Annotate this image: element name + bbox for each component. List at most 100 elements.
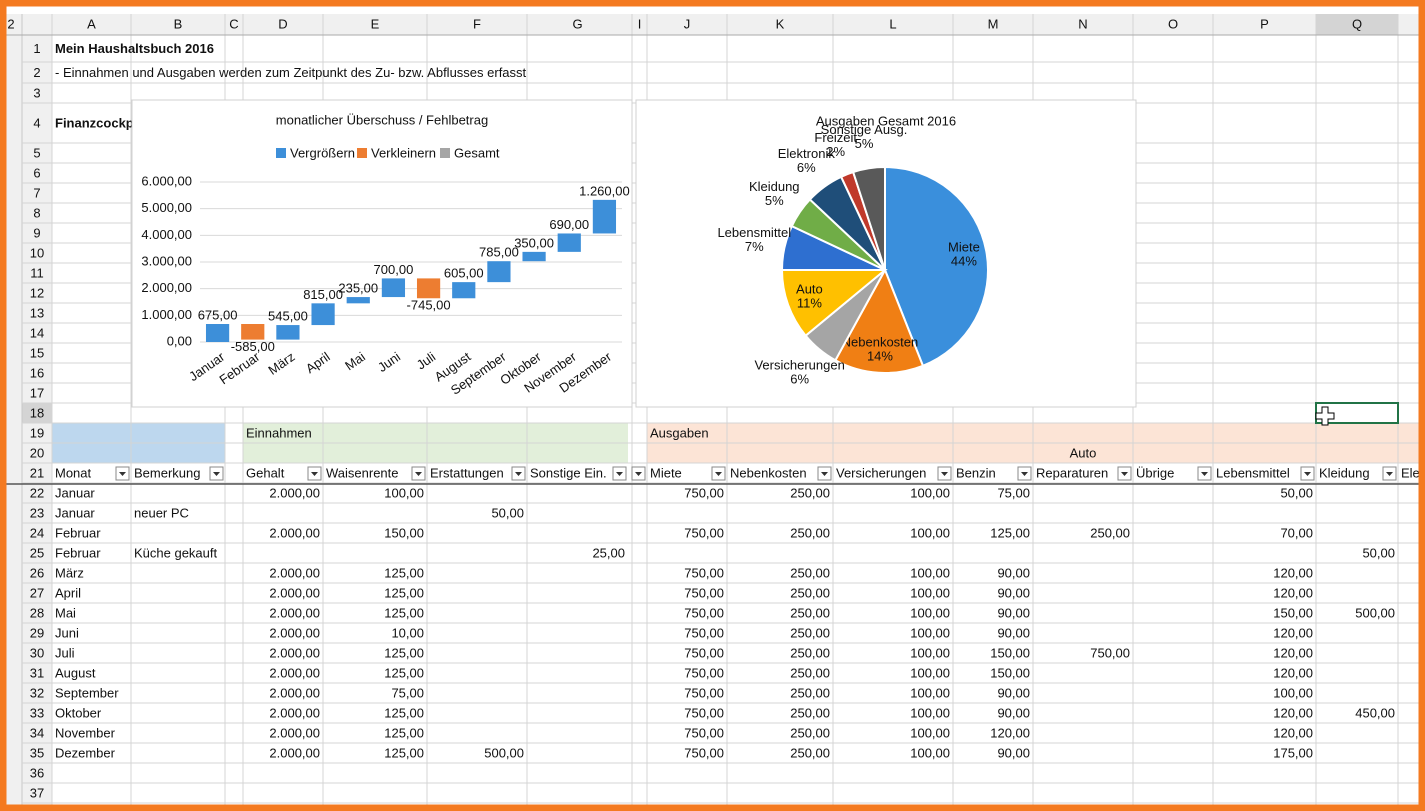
cell-text: Oktober [55,705,102,720]
cell-text: 120,00 [1273,705,1313,720]
chart-title: Ausgaben Gesamt 2016 [816,113,956,128]
cell-text: 100,00 [910,525,950,540]
cell-text: 50,00 [1280,485,1313,500]
cell-text: 2.000,00 [269,485,320,500]
pie-label: Kleidung [749,179,800,194]
row-number: 33 [30,705,44,720]
cell-text: Januar [55,505,95,520]
cell-text: Waisenrente [326,465,399,480]
cell-text: 120,00 [1273,565,1313,580]
row-number: 10 [30,245,44,260]
cell-text: 2.000,00 [269,525,320,540]
filter-arrow [1386,472,1393,476]
pie-value-label: 5% [855,136,874,151]
cell-text: 125,00 [990,525,1030,540]
column-letter: P [1260,16,1269,31]
bar [276,325,300,340]
pie-value-label: 14% [867,349,893,364]
cell-text: 750,00 [684,605,724,620]
cell-text: Sonstige Ein. [530,465,607,480]
y-tick-label: 3.000,00 [141,253,192,268]
y-tick-label: 6.000,00 [141,173,192,188]
cell-text: 70,00 [1280,525,1313,540]
cell-text: 250,00 [790,565,830,580]
cell-text: Dezember [55,745,116,760]
cell-text: 120,00 [1273,625,1313,640]
cell-text: 100,00 [910,645,950,660]
cell-text: 125,00 [384,585,424,600]
row-number: 28 [30,605,44,620]
bar [522,251,546,262]
column-letter: B [174,16,183,31]
row-number: 16 [30,365,44,380]
cell-text: 250,00 [790,525,830,540]
row-number: 27 [30,585,44,600]
row-number: 31 [30,665,44,680]
cell-text: 125,00 [384,645,424,660]
legend-swatch [357,148,367,158]
cell-text: Auto [1070,445,1097,460]
cell-text: 90,00 [997,605,1030,620]
pie-label: Lebensmittel [717,225,791,240]
data-label: 815,00 [303,287,343,302]
cell-text: 150,00 [990,665,1030,680]
pie-label: Miete [948,239,980,254]
cell-text: 120,00 [1273,645,1313,660]
cell-text: 50,00 [491,505,524,520]
row-number: 13 [30,305,44,320]
column-letter: A [87,16,96,31]
cell-text: 750,00 [684,705,724,720]
y-tick-label: 5.000,00 [141,200,192,215]
pie-value-label: 11% [797,296,822,311]
cell-text: Erstattungen [430,465,504,480]
column-letter: O [1168,16,1178,31]
cell-text: 2.000,00 [269,685,320,700]
cell-text: 100,00 [910,745,950,760]
cell-text: 75,00 [391,685,424,700]
row-number: 4 [33,115,40,130]
cell-text: 125,00 [384,665,424,680]
data-label: 675,00 [198,307,238,322]
cell-text: 2.000,00 [269,745,320,760]
column-letter: I [638,16,642,31]
bar [241,324,265,340]
bar [452,282,476,299]
data-label: 605,00 [444,266,484,281]
cell-text: 10,00 [391,625,424,640]
pie-value-label: 44% [951,253,977,268]
data-label: 545,00 [268,309,308,324]
pie-value-label: 6% [790,372,809,387]
row-number: 25 [30,545,44,560]
row-number: 14 [30,325,44,340]
cell-text: 750,00 [684,665,724,680]
cell-text: 100,00 [910,565,950,580]
chart-area [131,99,633,408]
cell-text: 750,00 [684,645,724,660]
row-number: 8 [33,205,40,220]
data-label: -745,00 [407,298,451,313]
cell-text: 100,00 [910,585,950,600]
row-number: 6 [33,165,40,180]
cell-text: 750,00 [684,525,724,540]
row-number: 5 [33,145,40,160]
cell-text: 100,00 [910,725,950,740]
row-number: 26 [30,565,44,580]
row-number: 18 [30,405,44,420]
column-letter: J [684,16,691,31]
cell-text: August [55,665,96,680]
cell-text: 250,00 [790,625,830,640]
cell-text: 500,00 [1355,605,1395,620]
row-number: 23 [30,505,44,520]
cell-text: 450,00 [1355,705,1395,720]
pie-label: Nebenkosten [842,335,919,350]
filter-arrow [821,472,828,476]
pie-label: Auto [796,282,823,297]
cell-text: 25,00 [592,545,625,560]
cell-text: Juni [55,625,79,640]
y-tick-label: 1.000,00 [141,307,192,322]
cell-text: 250,00 [1090,525,1130,540]
legend-swatch [440,148,450,158]
filter-arrow [119,472,126,476]
cell-text: September [55,685,119,700]
cell-text: Gehalt [246,465,285,480]
